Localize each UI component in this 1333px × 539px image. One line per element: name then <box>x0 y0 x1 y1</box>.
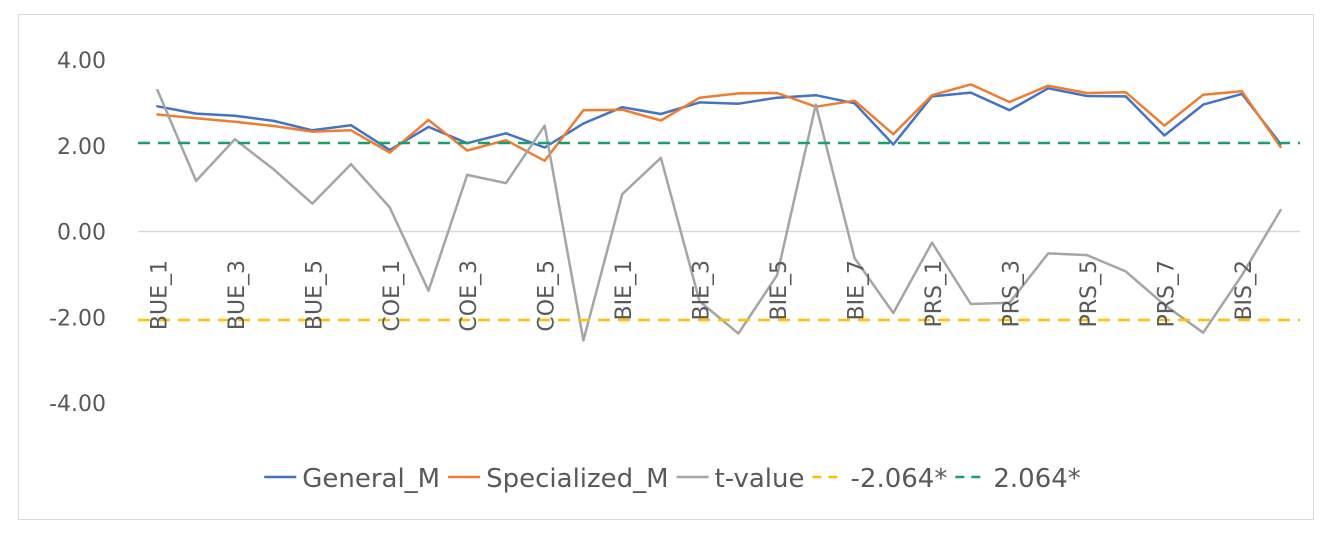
legend-label-t-value: t-value <box>715 464 805 494</box>
x-tick-label: PRS_5 <box>1077 260 1102 328</box>
y-tick-label: 4.00 <box>57 49 106 74</box>
y-tick-label: -2.00 <box>49 306 106 331</box>
x-tick-label: BUE_5 <box>302 260 327 330</box>
x-axis-ticks: BUE_1 BUE_3 BUE_5 COE_1 COE_3 COE_5 BIE_1 BIE_3… <box>147 260 1257 332</box>
series-line-t-value <box>156 88 1282 342</box>
x-tick-label: BIE_7 <box>845 260 870 320</box>
legend-label-general-m: General_M <box>302 464 440 494</box>
x-tick-label: COE_3 <box>457 260 482 332</box>
x-tick-label: BUE_3 <box>225 260 250 330</box>
legend: General_M Specialized_M t-value -2.064* 2.06… <box>264 464 1081 494</box>
x-tick-label: BIE_3 <box>690 260 715 320</box>
series-lines <box>138 83 1300 342</box>
y-tick-label: 0.00 <box>57 221 106 246</box>
x-tick-label: COE_5 <box>535 260 560 332</box>
legend-label-2-064: -2.064* <box>851 464 948 494</box>
x-tick-label: BIE_1 <box>612 260 637 320</box>
legend-label-specialized-m: Specialized_M <box>486 464 668 494</box>
series-line-general-m <box>156 87 1282 152</box>
x-tick-label: BIE_5 <box>767 260 792 320</box>
y-tick-label: 2.00 <box>57 135 106 160</box>
y-tick-label: -4.00 <box>49 392 106 417</box>
legend-label-2-064: 2.064* <box>993 464 1080 494</box>
x-tick-label: PRS_7 <box>1154 260 1179 328</box>
y-axis-ticks: 4.00 2.00 0.00 -2.00 -4.00 <box>49 49 106 417</box>
x-tick-label: PRS_1 <box>922 260 947 328</box>
x-tick-label: BUE_1 <box>147 260 172 330</box>
chart-frame <box>18 14 1314 520</box>
series-line-specialized-m <box>156 83 1282 163</box>
x-tick-label: COE_1 <box>380 260 405 332</box>
x-tick-label: PRS_3 <box>1000 260 1025 328</box>
x-tick-label: BIS_2 <box>1232 260 1257 321</box>
